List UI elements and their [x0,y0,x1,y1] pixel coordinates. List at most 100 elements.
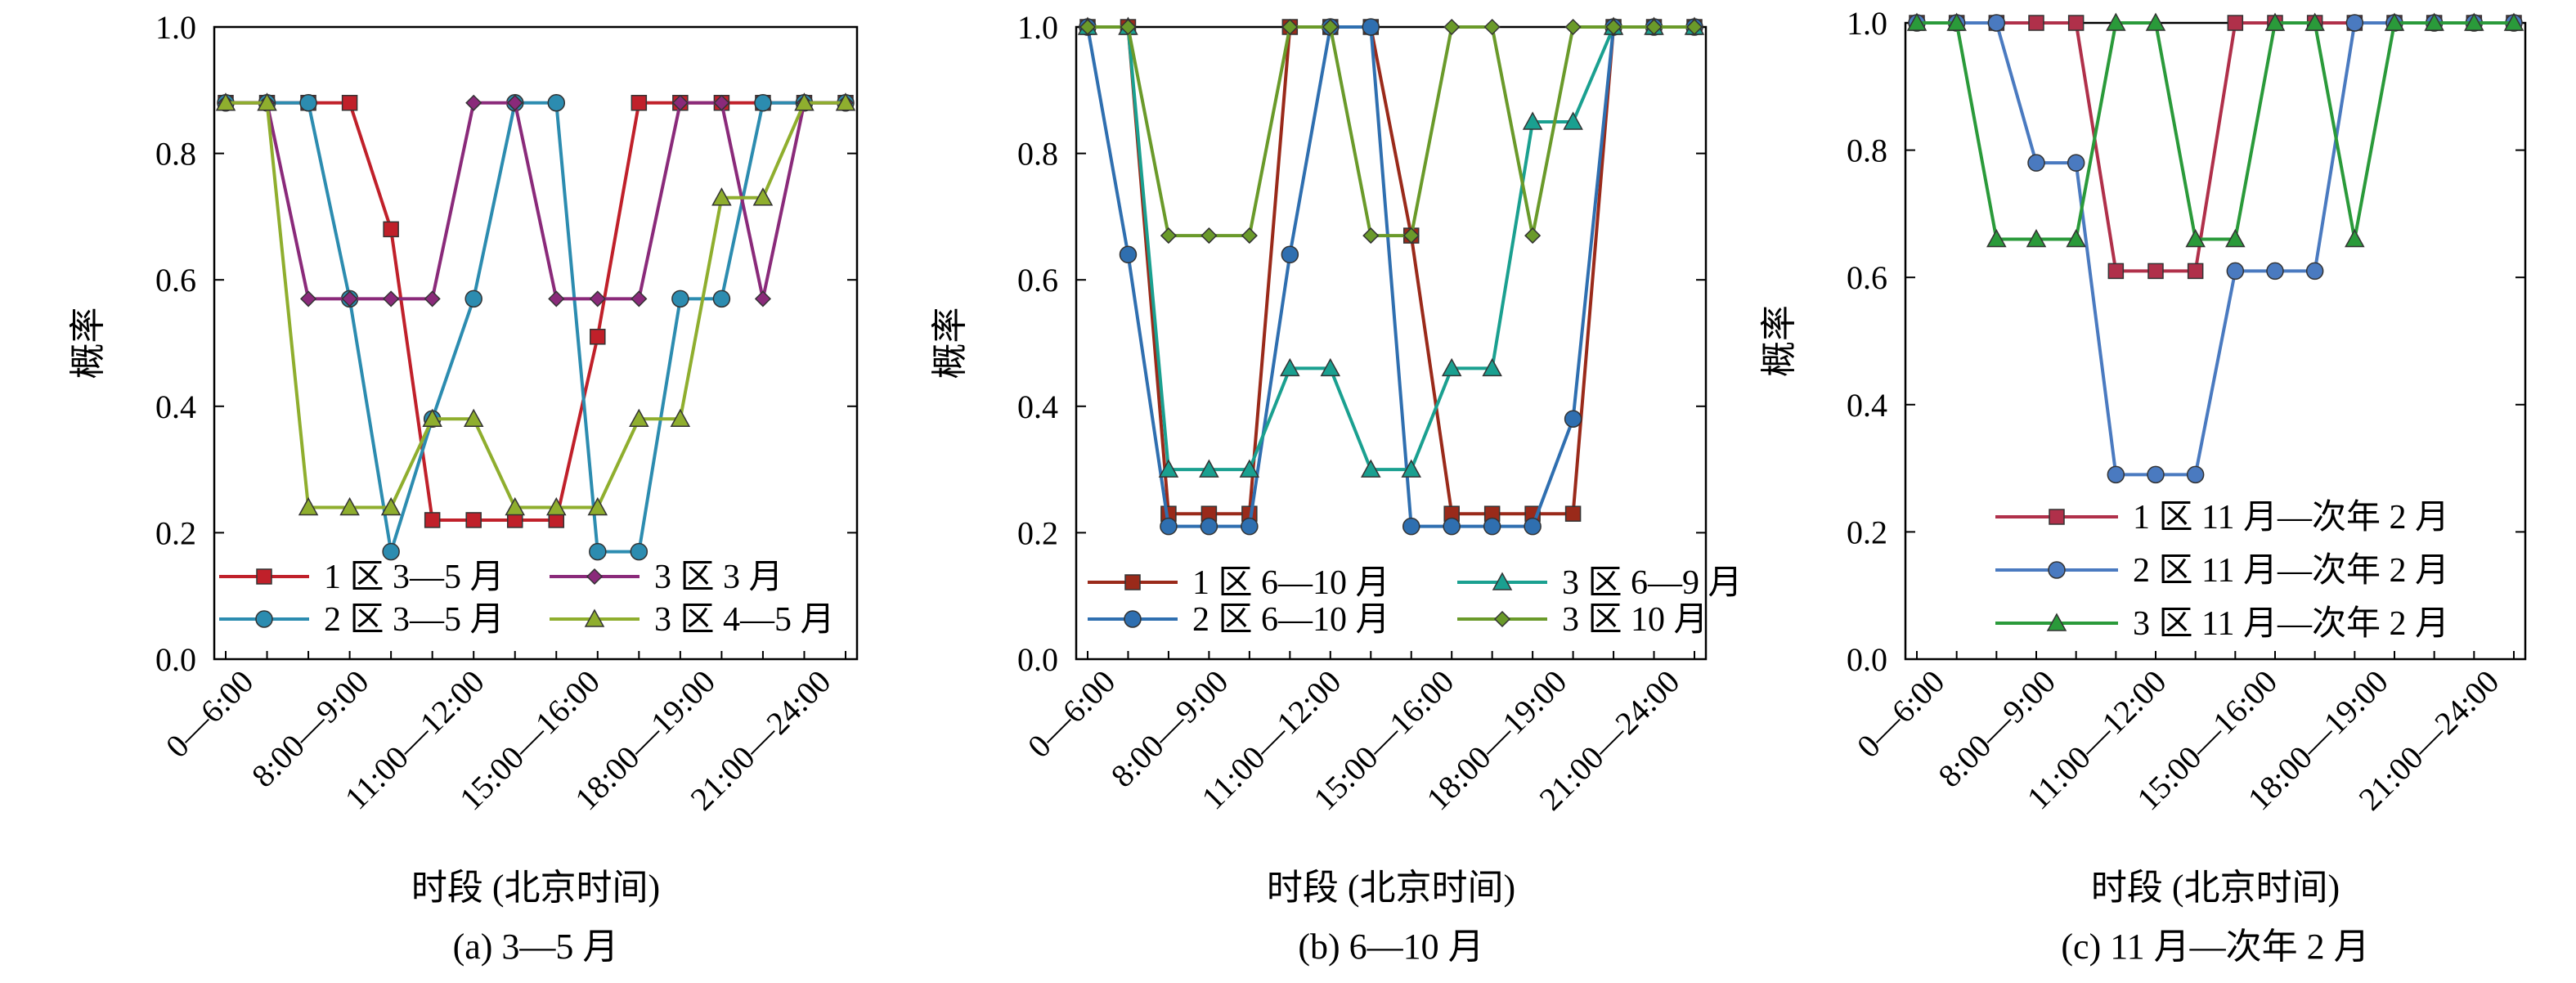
y-tick-label: 0.2 [1017,514,1058,551]
data-point [670,408,691,428]
data-point [2503,12,2524,31]
legend-label: 1 区 11 月—次年 2 月 [2133,498,2449,536]
legend: 1 区 3—5 月 2 区 3—5 月 3 区 3 月 3 区 4—5 月 [219,559,835,639]
data-point [2028,15,2044,31]
data-point [2345,228,2365,248]
legend-label: 3 区 6—9 月 [1562,564,1743,602]
data-point [2464,12,2484,31]
data-point [341,95,358,111]
data-point [424,512,441,528]
y-tick-label: 1.0 [1847,5,1887,42]
legend: 1 区 11 月—次年 2 月 2 区 11 月—次年 2 月 3 区 11 月—次… [1995,498,2449,643]
data-point [257,92,277,111]
data-point [1483,18,1501,36]
chart-panel-2: 0.00.20.40.60.81.00—6:008:00—9:0011:00—1… [930,9,1743,967]
data-point [1280,357,1300,377]
data-point [1160,517,1178,536]
data-point [629,408,649,428]
data-point [2027,154,2045,172]
data-point [1281,18,1299,36]
legend-label: 1 区 3—5 月 [324,559,505,596]
series-line [226,101,846,554]
x-axis-label: 时段 (北京时间) [411,868,660,908]
data-point [1241,227,1258,245]
data-point [671,290,689,308]
data-point [2304,12,2325,31]
data-point [712,290,731,308]
data-point [2225,228,2246,248]
data-point [1402,517,1420,536]
y-tick-label: 0.8 [1847,132,1887,169]
data-point [2187,263,2204,280]
data-point [300,290,317,307]
data-point [1120,18,1137,36]
y-tick-label: 0.6 [1017,262,1058,298]
data-point [1524,517,1542,536]
data-point [548,290,565,307]
data-point [2106,12,2126,31]
data-point [380,496,402,516]
legend-marker [2049,509,2065,525]
data-point [711,187,732,206]
series-line [226,101,846,509]
data-point [1079,18,1097,36]
data-point [1241,517,1259,536]
data-point [2345,14,2364,32]
series-line [1917,21,2514,477]
y-tick-label: 0.0 [155,641,196,678]
data-point [2147,465,2165,484]
data-point [754,94,772,112]
data-point [2264,12,2286,31]
data-point [1322,18,1339,36]
data-point [671,94,689,111]
series-line [226,101,846,522]
data-point [1685,18,1703,36]
data-point [2066,228,2086,248]
data-point [299,94,317,112]
data-point [2384,12,2405,31]
y-tick-label: 0.0 [1017,641,1058,678]
series-2 [1908,14,2523,484]
data-point [383,221,399,238]
data-point [424,290,441,307]
data-point [1320,357,1341,377]
data-point [1482,357,1502,377]
y-tick-label: 0.2 [1847,514,1887,550]
legend-label: 3 区 3 月 [654,559,783,596]
data-point [1401,459,1422,478]
data-point [2185,228,2206,248]
series-line [1917,21,2514,241]
y-tick-label: 0.8 [155,136,196,173]
data-point [341,290,358,307]
data-point [2186,465,2205,484]
data-point [631,95,648,111]
data-point [1906,12,1928,31]
data-point [2107,263,2125,280]
data-point [547,94,566,112]
y-tick-label: 0.6 [1847,259,1887,296]
data-point [630,542,648,561]
data-point [465,94,482,111]
data-point [2266,262,2284,281]
data-point [1441,357,1462,377]
x-tick-label: 0—6:00 [1850,663,1952,765]
legend-label: 2 区 11 月—次年 2 月 [2133,551,2449,590]
data-point [1199,459,1219,478]
data-point [1158,459,1179,478]
data-point [1483,517,1501,536]
data-point [422,408,442,428]
data-point [1119,245,1138,264]
legend-label: 2 区 3—5 月 [324,601,505,639]
panel-caption: (a) 3—5 月 [453,927,619,967]
y-axis-label: 概率 [68,307,108,379]
data-point [1443,517,1461,536]
data-point [2067,15,2085,31]
series-4 [1079,18,1703,245]
data-point [2026,228,2047,248]
data-point [464,290,482,308]
y-axis-label: 概率 [930,307,970,379]
data-point [1443,18,1461,36]
data-point [2227,15,2244,31]
data-point [1564,18,1582,36]
